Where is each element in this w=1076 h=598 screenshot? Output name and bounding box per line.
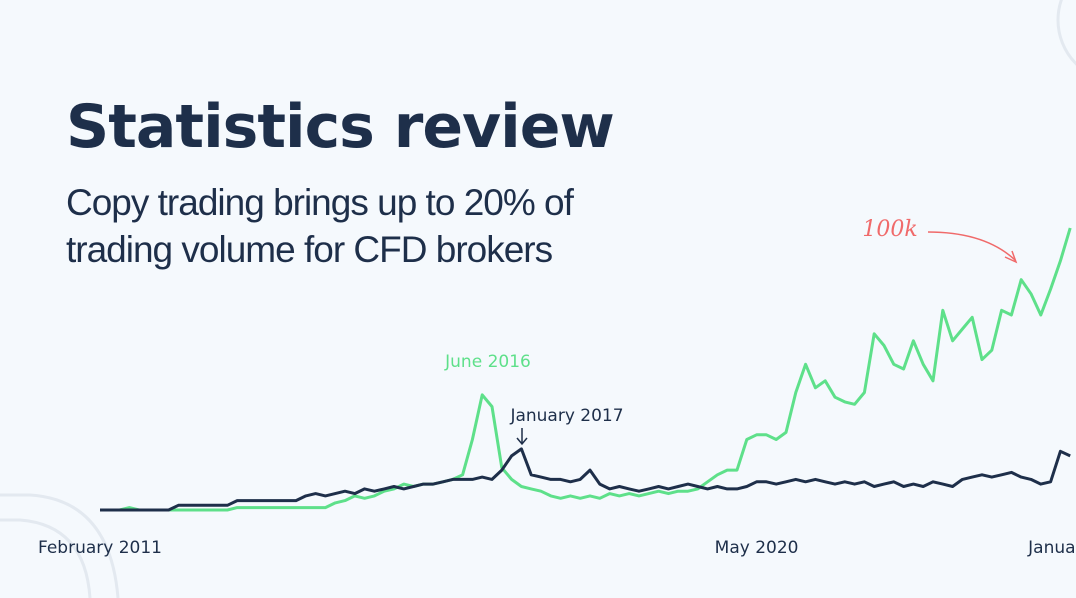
series-line (100, 447, 1071, 512)
annotation: January 2017 (509, 406, 623, 426)
decor-shape (0, 493, 120, 598)
decor-shape (0, 518, 92, 598)
series-line (100, 227, 1072, 512)
subtitle: trading volume for CFD brokers (66, 229, 553, 270)
subtitle: Copy trading brings up to 20% of (66, 182, 575, 223)
x-tick-label: May 2020 (715, 538, 799, 558)
plot: February 2011 May 2020 January June 2016 Jan… (38, 217, 1076, 558)
annotation-arrow (927, 231, 1018, 264)
x-tick-label: February 2011 (38, 538, 162, 558)
annotation: 100k (862, 217, 917, 242)
annotation-arrow (516, 428, 528, 446)
decor-circle (1056, 0, 1076, 66)
annotation: June 2016 (444, 352, 531, 372)
title: Statistics review (66, 92, 614, 162)
x-tick-label: January (1027, 538, 1076, 558)
